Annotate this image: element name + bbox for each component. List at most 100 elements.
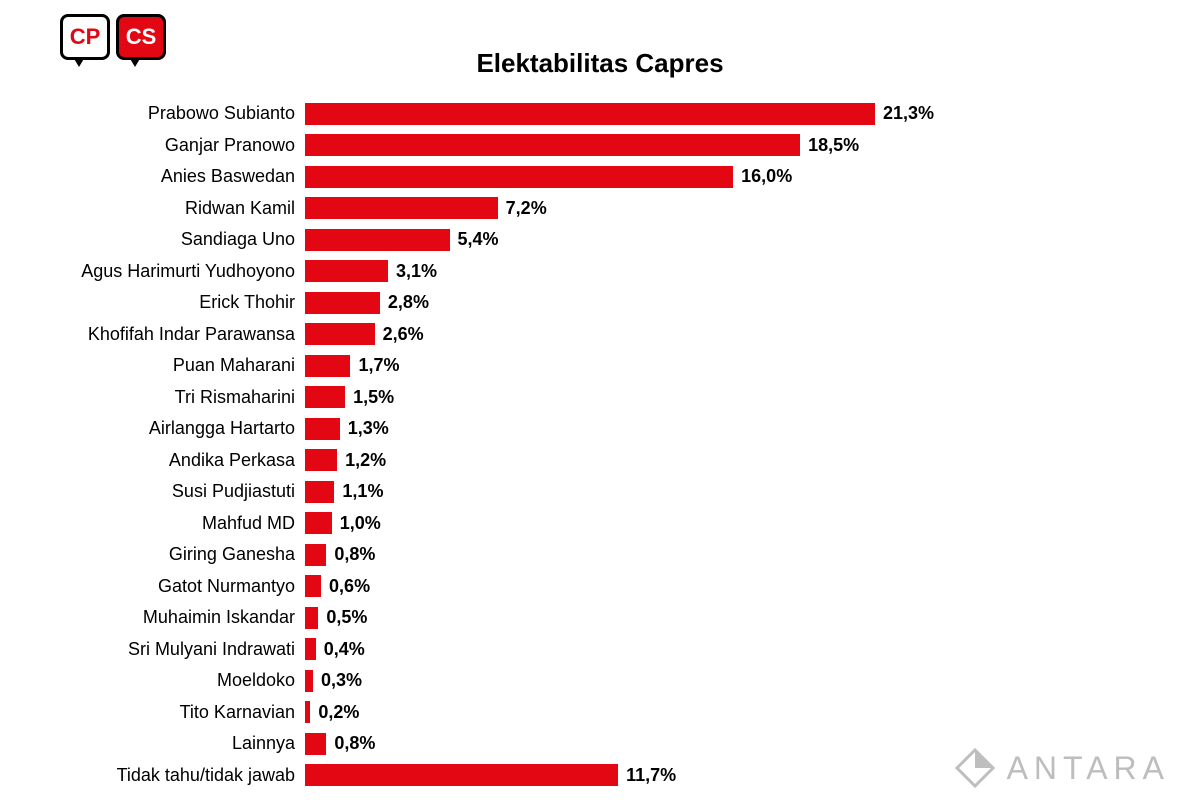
bar-area: 0,5% xyxy=(305,607,1200,629)
chart-row: Khofifah Indar Parawansa 2,6% xyxy=(0,319,1200,351)
bar xyxy=(305,418,340,440)
chart-row: Andika Perkasa 1,2% xyxy=(0,445,1200,477)
chart-row: Agus Harimurti Yudhoyono 3,1% xyxy=(0,256,1200,288)
bar-label: Mahfud MD xyxy=(0,513,305,534)
bar-value: 0,3% xyxy=(321,670,362,691)
antara-logo-icon xyxy=(953,746,997,790)
bar-label: Susi Pudjiastuti xyxy=(0,481,305,502)
chart-row: Sandiaga Uno 5,4% xyxy=(0,224,1200,256)
bar xyxy=(305,764,618,786)
bar-label: Ridwan Kamil xyxy=(0,198,305,219)
bar-value: 1,3% xyxy=(348,418,389,439)
bar-value: 7,2% xyxy=(506,198,547,219)
bar-area: 16,0% xyxy=(305,166,1200,188)
bar-value: 3,1% xyxy=(396,261,437,282)
bar xyxy=(305,544,326,566)
bar xyxy=(305,575,321,597)
bar xyxy=(305,386,345,408)
chart-row: Ganjar Pranowo18,5% xyxy=(0,130,1200,162)
chart-row: Puan Maharani 1,7% xyxy=(0,350,1200,382)
bar-label: Tri Rismaharini xyxy=(0,387,305,408)
bar xyxy=(305,607,318,629)
bar xyxy=(305,670,313,692)
bar xyxy=(305,355,350,377)
bar-label: Muhaimin Iskandar xyxy=(0,607,305,628)
bar-value: 1,0% xyxy=(340,513,381,534)
bar xyxy=(305,481,334,503)
bar-area: 2,8% xyxy=(305,292,1200,314)
bar-area: 2,6% xyxy=(305,323,1200,345)
bar-label: Sandiaga Uno xyxy=(0,229,305,250)
bar-label: Anies Baswedan xyxy=(0,166,305,187)
bar-area: 7,2% xyxy=(305,197,1200,219)
bar xyxy=(305,229,450,251)
chart-title: Elektabilitas Capres xyxy=(0,48,1200,79)
bar xyxy=(305,292,380,314)
chart-row: Mahfud MD 1,0% xyxy=(0,508,1200,540)
bar-label: Airlangga Hartarto xyxy=(0,418,305,439)
bar xyxy=(305,103,875,125)
bar-label: Andika Perkasa xyxy=(0,450,305,471)
bar-value: 0,4% xyxy=(324,639,365,660)
bar-area: 0,4% xyxy=(305,638,1200,660)
bar-value: 1,1% xyxy=(342,481,383,502)
bar xyxy=(305,260,388,282)
bar-value: 0,2% xyxy=(318,702,359,723)
bar xyxy=(305,323,375,345)
bar-value: 2,6% xyxy=(383,324,424,345)
bar-area: 1,3% xyxy=(305,418,1200,440)
bar-area: 18,5% xyxy=(305,134,1200,156)
bar-label: Khofifah Indar Parawansa xyxy=(0,324,305,345)
watermark: ANTARA xyxy=(953,746,1170,790)
bar xyxy=(305,512,332,534)
bar-label: Moeldoko xyxy=(0,670,305,691)
bar-area: 0,6% xyxy=(305,575,1200,597)
bar-area: 0,8% xyxy=(305,544,1200,566)
bar-label: Giring Ganesha xyxy=(0,544,305,565)
bar-label: Gatot Nurmantyo xyxy=(0,576,305,597)
chart-row: Tri Rismaharini 1,5% xyxy=(0,382,1200,414)
bar-area: 0,2% xyxy=(305,701,1200,723)
bar-value: 1,5% xyxy=(353,387,394,408)
bar-label: Puan Maharani xyxy=(0,355,305,376)
chart-row: Muhaimin Iskandar 0,5% xyxy=(0,602,1200,634)
bar-label: Agus Harimurti Yudhoyono xyxy=(0,261,305,282)
bar-value: 1,2% xyxy=(345,450,386,471)
bar-label: Sri Mulyani Indrawati xyxy=(0,639,305,660)
bar-value: 0,8% xyxy=(334,544,375,565)
bar xyxy=(305,733,326,755)
chart-row: Sri Mulyani Indrawati 0,4% xyxy=(0,634,1200,666)
bar-label: Prabowo Subianto xyxy=(0,103,305,124)
bar xyxy=(305,134,800,156)
bar-value: 18,5% xyxy=(808,135,859,156)
bar xyxy=(305,449,337,471)
bar-value: 16,0% xyxy=(741,166,792,187)
bar-value: 2,8% xyxy=(388,292,429,313)
chart-row: Tito Karnavian0,2% xyxy=(0,697,1200,729)
bar-area: 1,5% xyxy=(305,386,1200,408)
chart-row: Moeldoko 0,3% xyxy=(0,665,1200,697)
chart-row: Prabowo Subianto 21,3% xyxy=(0,98,1200,130)
chart-row: Anies Baswedan 16,0% xyxy=(0,161,1200,193)
bar xyxy=(305,166,733,188)
bar-area: 3,1% xyxy=(305,260,1200,282)
bar-area: 1,0% xyxy=(305,512,1200,534)
bar-label: Lainnya xyxy=(0,733,305,754)
bar xyxy=(305,197,498,219)
bar xyxy=(305,638,316,660)
bar-value: 5,4% xyxy=(458,229,499,250)
bar-label: Erick Thohir xyxy=(0,292,305,313)
bar xyxy=(305,701,310,723)
bar-area: 1,1% xyxy=(305,481,1200,503)
chart-row: Susi Pudjiastuti 1,1% xyxy=(0,476,1200,508)
bar-area: 1,7% xyxy=(305,355,1200,377)
bar-chart: Prabowo Subianto 21,3% Ganjar Pranowo18,5%… xyxy=(0,98,1200,791)
bar-value: 0,8% xyxy=(334,733,375,754)
watermark-text: ANTARA xyxy=(1007,750,1170,787)
bar-value: 21,3% xyxy=(883,103,934,124)
chart-row: Gatot Nurmantyo 0,6% xyxy=(0,571,1200,603)
bar-area: 21,3% xyxy=(305,103,1200,125)
bar-value: 1,7% xyxy=(358,355,399,376)
bar-value: 0,6% xyxy=(329,576,370,597)
bar-value: 0,5% xyxy=(326,607,367,628)
